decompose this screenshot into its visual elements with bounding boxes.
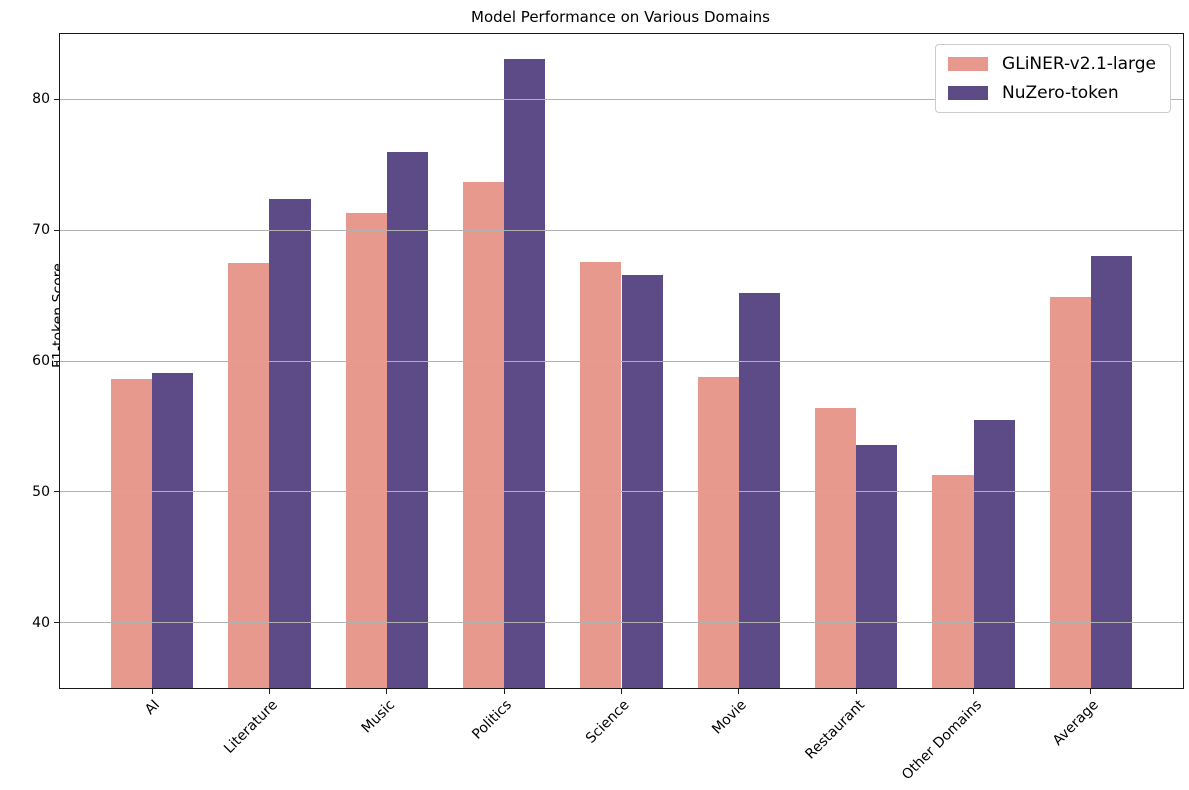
y-tick-mark <box>54 98 60 100</box>
bar-politics-nuzero <box>504 58 546 688</box>
legend-item-nuzero: NuZero-token <box>948 82 1156 103</box>
bar-movie-gliner <box>697 376 739 688</box>
x-tick-label: Average <box>1050 697 1103 749</box>
bar-ai-gliner <box>111 379 153 688</box>
x-tick-label: AI <box>142 697 164 719</box>
x-tick-mark <box>1090 688 1092 694</box>
x-tick-label: Music <box>358 697 399 737</box>
bar-other-domains-nuzero <box>973 419 1015 688</box>
bar-other-domains-gliner <box>932 474 974 688</box>
x-tick-mark <box>738 688 740 694</box>
bar-ai-nuzero <box>152 372 194 688</box>
x-tick-mark <box>386 688 388 694</box>
x-tick-label: Restaurant <box>801 697 868 763</box>
y-tick-mark <box>54 360 60 362</box>
bar-literature-nuzero <box>269 198 311 688</box>
legend-label-nuzero: NuZero-token <box>1002 82 1119 103</box>
x-tick-label: Politics <box>469 697 516 743</box>
plot-area: 40 50 60 70 80 AI Literature Music Politics Scie… <box>32 33 1184 783</box>
bar-music-nuzero <box>386 151 428 688</box>
x-axis-ticks: AI Literature Music Politics Science Movie Res… <box>60 34 1183 783</box>
y-tick-label: 80 <box>32 91 50 108</box>
y-tick-label: 50 <box>32 483 50 500</box>
legend: GLiNER-v2.1-large NuZero-token <box>935 44 1171 114</box>
y-tick-label: 60 <box>32 353 50 369</box>
x-tick-label: Literature <box>220 697 281 757</box>
x-tick-mark <box>268 688 270 694</box>
y-tick-label: 40 <box>32 614 50 631</box>
legend-swatch-gliner-icon <box>948 57 989 72</box>
bar-literature-gliner <box>228 262 270 688</box>
x-tick-label: Movie <box>709 697 751 738</box>
chart-title: Model Performance on Various Domains <box>471 8 770 26</box>
y-tick-mark <box>54 229 60 231</box>
bar-restaurant-gliner <box>815 408 857 688</box>
y-axis-ticks: 40 50 60 70 80 <box>32 34 1183 688</box>
legend-label-gliner: GLiNER-v2.1-large <box>1002 54 1156 74</box>
bar-science-gliner <box>580 261 622 688</box>
x-tick-label: Science <box>583 697 633 747</box>
bar-politics-gliner <box>463 181 505 688</box>
bar-science-nuzero <box>621 274 663 688</box>
x-tick-label: Other Domains <box>898 697 985 784</box>
x-tick-mark <box>503 688 505 694</box>
bars-layer <box>60 34 1183 688</box>
x-tick-mark <box>151 688 153 694</box>
legend-swatch-nuzero-icon <box>948 86 989 101</box>
bar-average-nuzero <box>1090 256 1132 688</box>
x-tick-mark <box>855 688 857 694</box>
bar-restaurant-nuzero <box>856 444 898 688</box>
x-tick-mark <box>973 688 975 694</box>
bar-music-gliner <box>345 213 387 688</box>
y-tick-mark <box>54 622 60 624</box>
y-tick-mark <box>54 491 60 493</box>
y-tick-label: 70 <box>32 222 50 239</box>
x-tick-mark <box>621 688 622 694</box>
legend-item-gliner: GLiNER-v2.1-large <box>948 55 1156 74</box>
